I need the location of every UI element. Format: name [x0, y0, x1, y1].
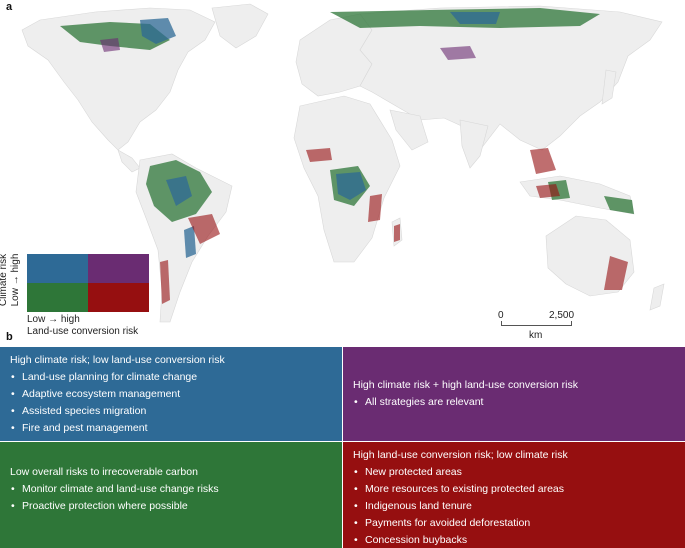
list-item: Fire and pest management [10, 420, 332, 437]
region-blue-andes [184, 226, 196, 258]
region-blue-siberia [450, 12, 500, 24]
legend-x-label-line1: Low → high [27, 314, 80, 325]
landmass-japan [601, 69, 617, 105]
list-item: Proactive protection where possible [10, 498, 332, 515]
landmass-greenland [211, 3, 269, 49]
region-red-madagascar [394, 224, 400, 242]
list-item: Monitor climate and land-use change risk… [10, 481, 332, 498]
region-red-east-africa [368, 194, 382, 222]
landmass-arabia [389, 109, 429, 151]
strategy-box-green: Low overall risks to irrecoverable carbo… [0, 442, 342, 548]
strategy-box-title: Low overall risks to irrecoverable carbo… [10, 466, 198, 478]
region-red-brazil [188, 214, 220, 244]
region-purple-na [100, 38, 120, 52]
list-item: Land-use planning for climate change [10, 369, 332, 386]
legend-cell-low-climate-low-landuse [27, 283, 88, 312]
legend-grid [27, 254, 149, 312]
scale-bar-tick-right [571, 321, 572, 326]
list-item: Payments for avoided deforestation [353, 515, 675, 532]
legend-x-label-line2: Land-use conversion risk [27, 326, 139, 337]
region-red-australia [604, 256, 628, 290]
landmass-new-zealand [649, 283, 665, 311]
list-item: Concession buybacks [353, 532, 675, 548]
list-item: More resources to existing protected are… [353, 481, 675, 498]
region-blue-congo [336, 172, 366, 200]
strategy-box-blue: High climate risk; low land-use conversi… [0, 347, 342, 441]
legend-cell-low-climate-high-landuse [88, 283, 149, 312]
scale-bar: 0 2,500 km [495, 310, 585, 344]
region-red-chile [160, 260, 170, 304]
landmass-central-america [117, 149, 141, 173]
panel-letter-a: a [6, 1, 13, 13]
scale-bar-end: 2,500 [549, 310, 575, 321]
legend-y-label-line1: Climate risk [0, 253, 9, 307]
region-red-se-asia [530, 148, 556, 174]
strategy-box-purple: High climate risk + high land-use conver… [343, 347, 685, 441]
map-panel: a Climate risk Low → high Low → high Lan… [0, 1, 665, 344]
panel-letter-b: b [6, 331, 13, 343]
strategy-box-red: High land-use conversion risk; low clima… [343, 442, 685, 548]
strategy-list: Monitor climate and land-use change risk… [10, 481, 332, 515]
region-blue-hudson [140, 18, 176, 44]
legend-x-label: Low → high Land-use conversion risk [27, 314, 138, 338]
legend-cell-high-climate-high-landuse [88, 254, 149, 283]
region-red-west-africa [306, 148, 332, 162]
region-purple-asia [440, 46, 476, 60]
strategy-list: All strategies are relevant [353, 394, 675, 411]
list-item: New protected areas [353, 464, 675, 481]
strategy-box-title: High climate risk + high land-use conver… [353, 379, 578, 391]
list-item: Assisted species migration [10, 403, 332, 420]
strategy-box-title: High land-use conversion risk; low clima… [353, 449, 568, 461]
list-item: Adaptive ecosystem management [10, 386, 332, 403]
landmass-asia [359, 5, 663, 151]
strategy-list: New protected areas More resources to ex… [353, 464, 675, 548]
bivariate-legend: Climate risk Low → high Low → high Land-… [0, 254, 168, 337]
landmass-north-america [21, 7, 216, 151]
strategy-box-title: High climate risk; low land-use conversi… [10, 354, 225, 366]
legend-y-label: Climate risk Low → high [0, 246, 22, 314]
region-red-indonesia [536, 184, 560, 198]
region-green-new-guinea [604, 196, 634, 214]
world-map [21, 3, 665, 323]
region-blue-amazon [166, 176, 192, 206]
list-item: All strategies are relevant [353, 394, 675, 411]
scale-bar-start: 0 [498, 310, 504, 321]
scale-bar-line [501, 325, 571, 326]
strategy-boxes: High climate risk; low land-use conversi… [0, 343, 685, 548]
scale-bar-unit: km [529, 330, 543, 341]
list-item: Indigenous land tenure [353, 498, 675, 515]
legend-cell-high-climate-low-landuse [27, 254, 88, 283]
landmass-india [459, 119, 489, 169]
strategy-list: Land-use planning for climate change Ada… [10, 369, 332, 437]
legend-y-label-line2: Low → high [10, 253, 21, 307]
scale-bar-tick-left [501, 321, 502, 326]
